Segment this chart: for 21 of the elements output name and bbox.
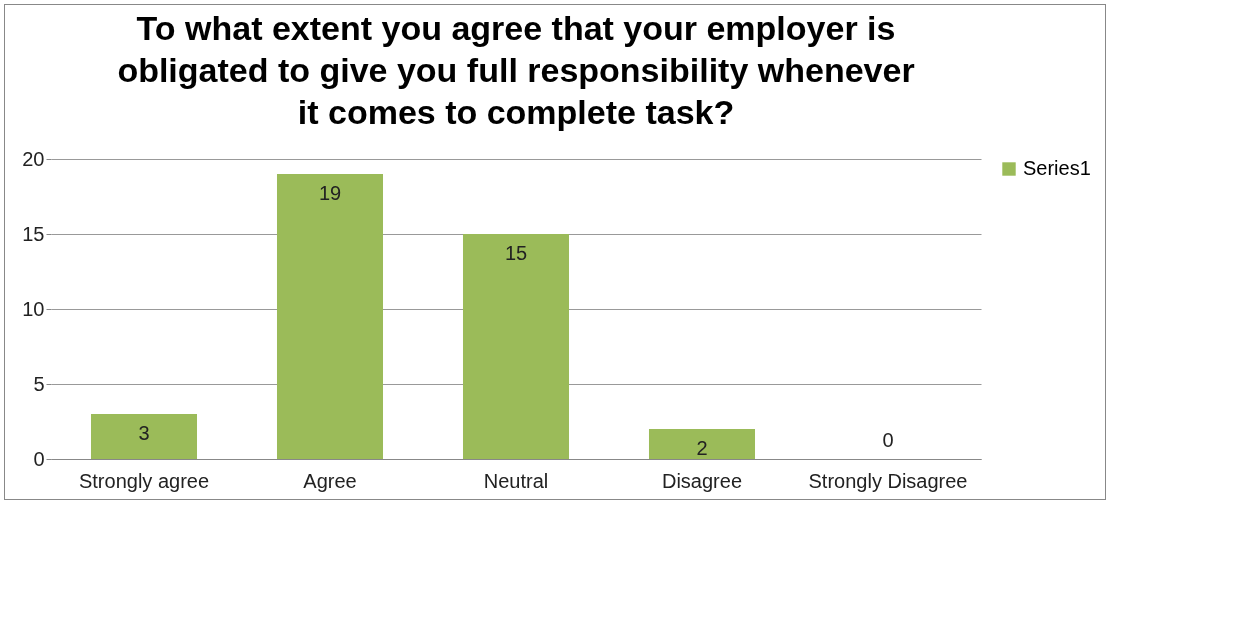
- data-label: 2: [696, 437, 708, 459]
- data-label: 15: [504, 242, 528, 264]
- bar: [462, 234, 570, 459]
- data-label: 0: [882, 429, 894, 451]
- bar: [90, 414, 198, 459]
- y-tick-label: 20: [22, 147, 45, 170]
- y-tick-label: 15: [22, 222, 45, 245]
- bar: [276, 174, 384, 459]
- legend-label: Series1: [1023, 157, 1091, 179]
- chart-title: To what extent you agree that your employer is obligated to give you full responsibility whenever it comes to complete task?: [117, 9, 915, 131]
- y-tick-label: 5: [33, 372, 45, 395]
- x-tick-label: Strongly agree: [78, 469, 210, 492]
- data-label: 3: [138, 422, 150, 444]
- bar: [648, 429, 756, 459]
- y-tick-label: 0: [33, 447, 45, 470]
- data-label: 19: [318, 182, 342, 204]
- x-tick-label: Agree: [303, 469, 357, 492]
- x-tick-label: Strongly Disagree: [808, 469, 968, 492]
- x-tick-label: Neutral: [483, 469, 549, 492]
- x-tick-label: Disagree: [661, 469, 743, 492]
- y-tick-label: 10: [22, 297, 45, 320]
